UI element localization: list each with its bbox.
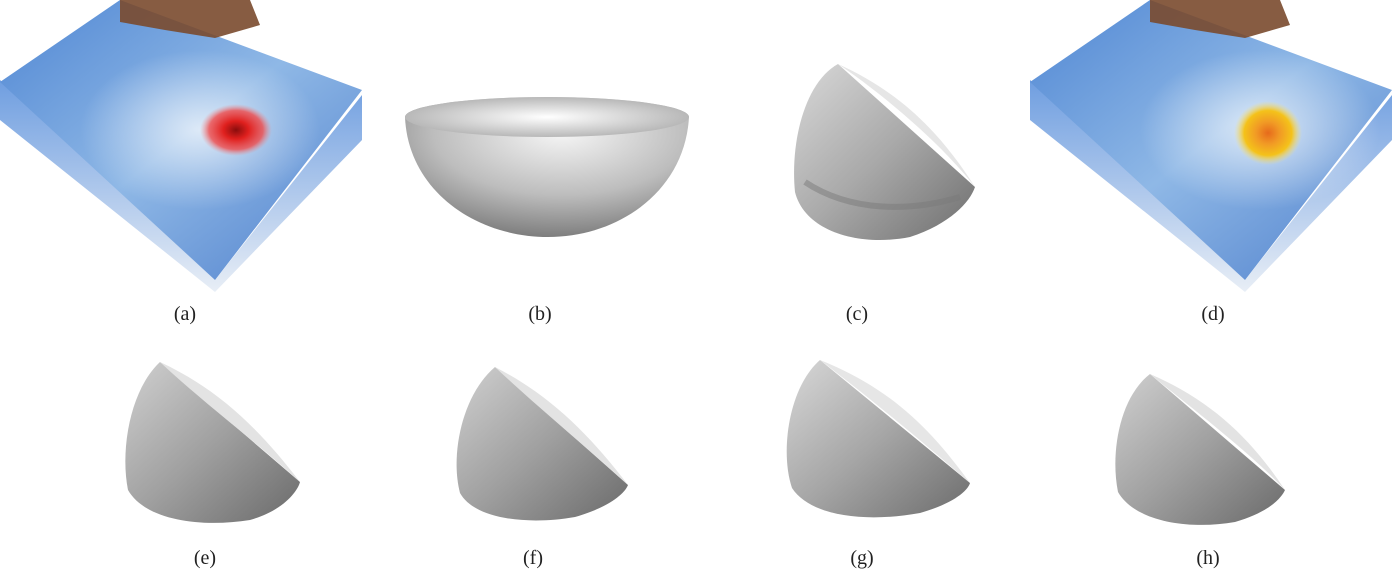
- panel-label-b: (b): [528, 303, 552, 325]
- panel-label-a: (a): [173, 303, 197, 325]
- volume-sides: [1030, 80, 1392, 292]
- panel-label-e: (e): [193, 547, 217, 569]
- hemisphere-image: [405, 97, 689, 237]
- rough-hemisphere-image: [1115, 374, 1285, 525]
- panel-label-d: (d): [1201, 303, 1225, 325]
- ocean-volume-image: [1030, 0, 1392, 292]
- panel-label-h: (h): [1196, 547, 1220, 569]
- panel-g-rough-hemisphere: (g): [780, 358, 980, 570]
- land-region: [120, 0, 260, 38]
- panel-label-f: (f): [523, 547, 543, 569]
- panel-label-g: (g): [850, 547, 874, 569]
- land-region: [1150, 0, 1290, 38]
- panel-b-hemisphere: (b): [400, 80, 700, 325]
- volume-sides: [0, 80, 362, 292]
- panel-d-ocean-volume: (d): [1030, 0, 1397, 325]
- rough-hemisphere-image: [794, 64, 975, 240]
- panel-label-c: (c): [845, 303, 869, 325]
- panel-f-rough-hemisphere: (f): [450, 365, 640, 570]
- rough-hemisphere-image: [786, 360, 970, 518]
- eddy-core-red: [200, 104, 272, 156]
- panel-c-rough-hemisphere: (c): [790, 62, 980, 325]
- panel-e-rough-hemisphere: (e): [120, 360, 310, 570]
- rough-hemisphere-image: [125, 362, 300, 523]
- ocean-volume-image: [0, 0, 362, 292]
- rough-hemisphere-image: [456, 367, 628, 521]
- hemisphere-rim: [405, 97, 689, 137]
- panel-h-rough-hemisphere: (h): [1110, 372, 1295, 570]
- panel-a-ocean-volume: (a): [0, 0, 370, 325]
- eddy-core-yellow: [1234, 101, 1302, 165]
